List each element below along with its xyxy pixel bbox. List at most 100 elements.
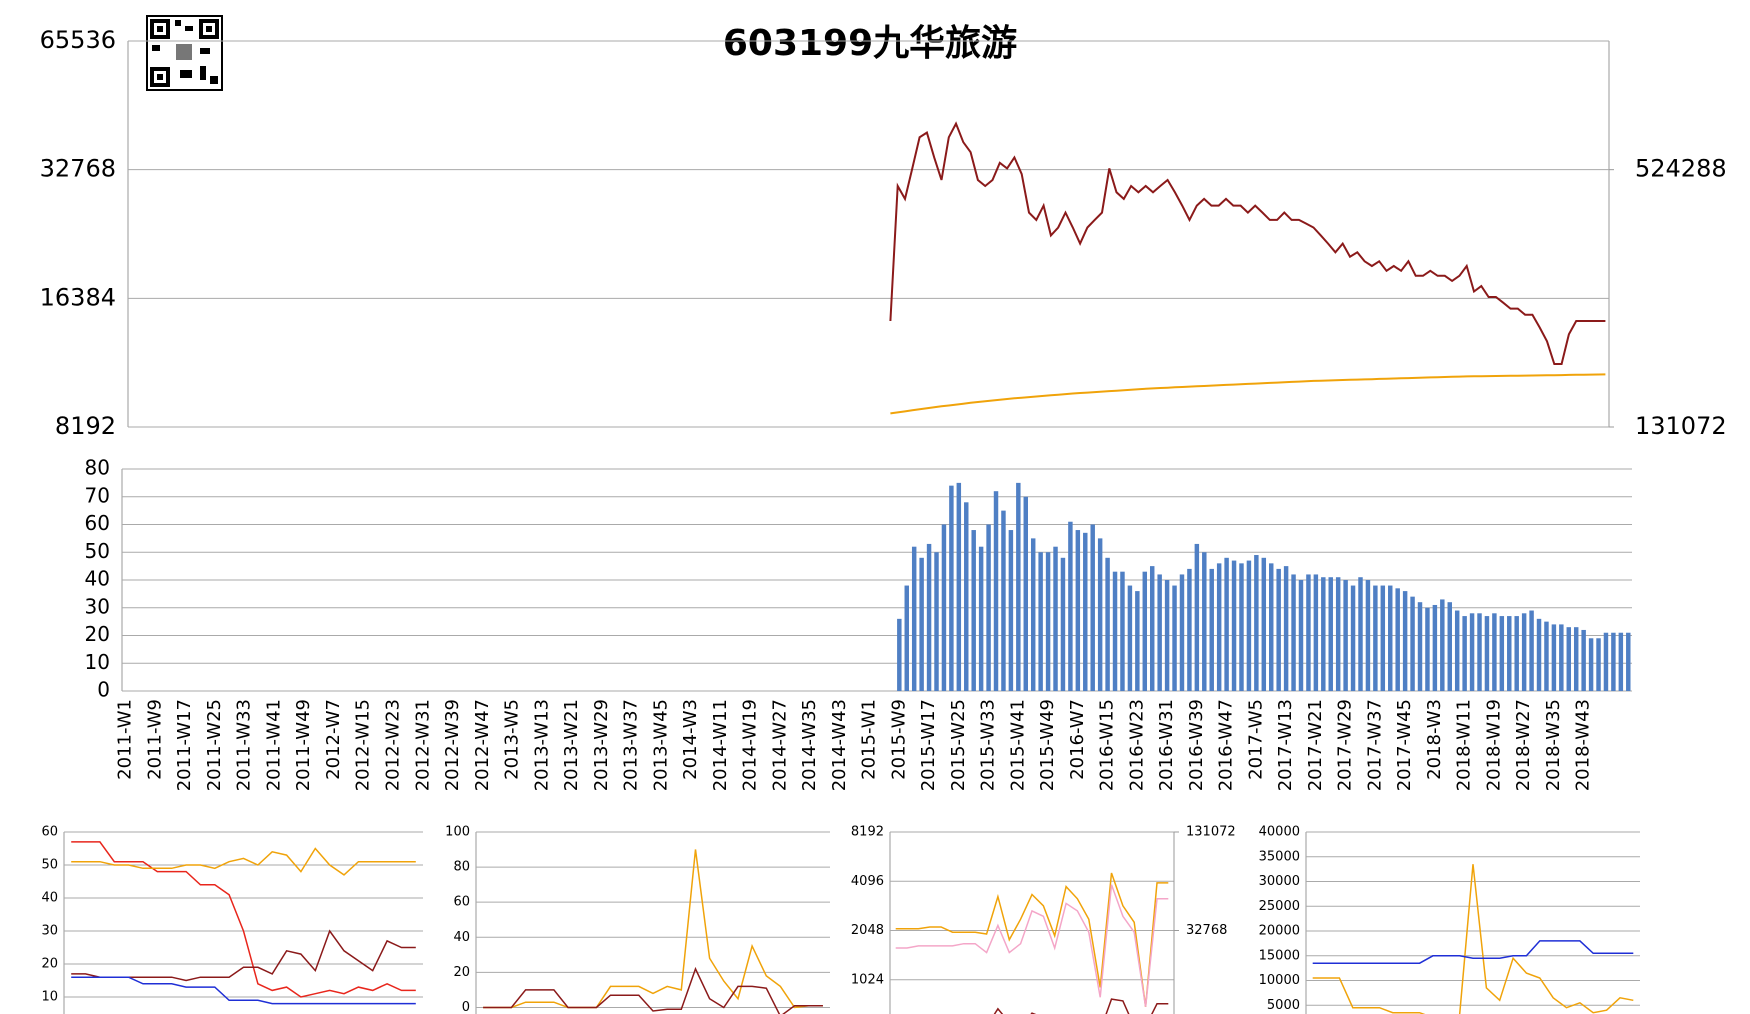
x-tick-label: 2012-W47 [472, 699, 493, 791]
bar [1462, 616, 1467, 691]
x-tick-label: 2014-W3 [680, 699, 701, 780]
bar [1499, 616, 1505, 691]
x-tick-label: 2013-W21 [561, 699, 582, 791]
x-tick-label: 2016-W39 [1186, 699, 1207, 791]
bar [1551, 624, 1557, 691]
bar [986, 524, 991, 691]
x-tick-label: 2018-W35 [1543, 699, 1564, 791]
x-tick-label: 2015-W1 [859, 699, 880, 780]
x-tick-label: 2011-W41 [263, 699, 284, 791]
bar [1410, 596, 1415, 691]
bar [1380, 585, 1386, 691]
bar [1596, 638, 1601, 691]
bar [1008, 530, 1014, 691]
y-tick-label: 40 [453, 930, 470, 945]
bar [1298, 580, 1304, 691]
series-line [71, 847, 416, 876]
y-tick-label: 10 [41, 990, 58, 1005]
bar [1492, 613, 1497, 691]
bar [1432, 604, 1438, 691]
bar [1611, 632, 1616, 691]
y-tick-label: 30000 [1259, 874, 1300, 889]
bar [1559, 624, 1564, 691]
y-tick-label: 10 [85, 650, 110, 674]
x-tick-label: 2011-W49 [293, 699, 314, 791]
y-tick-label: 1024 [851, 972, 884, 987]
series-line [993, 998, 1169, 1014]
bar [1216, 563, 1222, 691]
bar [1045, 552, 1051, 691]
y-tick-label: 20 [85, 622, 110, 646]
bar [1202, 552, 1207, 691]
y-tick-label: 4096 [851, 874, 884, 889]
bar [1038, 552, 1043, 691]
y-tick-label: 50 [41, 858, 58, 873]
y-tick-label: 65536 [40, 26, 116, 54]
bar [1373, 585, 1378, 691]
series-line [71, 976, 416, 1005]
chart-title: 603199九华旅游 [723, 23, 1017, 64]
bar [1097, 538, 1103, 691]
series-line [895, 884, 1169, 1007]
bar [1060, 557, 1066, 691]
x-tick-label: 2014-W19 [740, 699, 761, 791]
x-tick-label: 2016-W47 [1216, 699, 1237, 791]
y-tick-label: 80 [85, 456, 110, 480]
bar [1395, 588, 1400, 691]
bar [1306, 574, 1311, 691]
bar [926, 543, 932, 691]
y-tick-label: 60 [453, 895, 470, 910]
bar [964, 502, 969, 691]
y-tick-label: 40 [41, 891, 58, 906]
bar [1321, 577, 1326, 691]
y-tick-label: 10000 [1259, 973, 1300, 988]
series-line [483, 849, 823, 1009]
bar [1581, 629, 1586, 691]
y-tick-label: 16384 [40, 283, 116, 311]
bar [1358, 577, 1363, 691]
bar [1328, 577, 1333, 691]
bar [934, 552, 939, 691]
bar [1053, 546, 1058, 691]
y-tick-label: 8192 [55, 412, 116, 440]
y-tick-label: 20000 [1259, 924, 1300, 939]
y2-tick-label: 32768 [1186, 923, 1227, 938]
x-tick-label: 2016-W15 [1097, 699, 1118, 791]
bar [1261, 557, 1267, 691]
bar [1521, 613, 1527, 691]
bar [1105, 557, 1110, 691]
bar [1224, 557, 1229, 691]
bar [1425, 607, 1430, 691]
bar [904, 585, 909, 691]
bar [1402, 591, 1408, 691]
x-tick-label: 2017-W29 [1335, 699, 1356, 791]
x-tick-label: 2017-W45 [1394, 699, 1415, 791]
series-line [1312, 940, 1634, 964]
bar [1254, 555, 1259, 691]
bar [1075, 530, 1081, 691]
y-tick-label: 2048 [851, 923, 884, 938]
bar [1343, 580, 1348, 691]
y-tick-label: 50 [85, 539, 110, 563]
bar [1194, 543, 1200, 691]
y-tick-label: 30 [85, 594, 110, 618]
x-tick-label: 2016-W7 [1067, 699, 1088, 780]
x-tick-label: 2016-W31 [1156, 699, 1177, 791]
bar [1179, 574, 1185, 691]
bar [1135, 591, 1140, 691]
y-tick-label: 8192 [851, 825, 884, 840]
bar [1164, 580, 1170, 691]
y-tick-label: 0 [462, 1000, 470, 1014]
qr-code [146, 15, 223, 91]
y-tick-label: 15000 [1259, 948, 1300, 963]
bar [1172, 585, 1177, 691]
y-tick-label: 60 [85, 511, 110, 535]
bar [941, 524, 947, 691]
bar [1030, 538, 1036, 691]
bar [1209, 568, 1214, 691]
bar [1469, 613, 1475, 691]
y-tick-label: 60 [41, 825, 58, 840]
bar [1187, 568, 1192, 691]
bar [1127, 585, 1133, 691]
x-tick-label: 2012-W31 [412, 699, 433, 791]
